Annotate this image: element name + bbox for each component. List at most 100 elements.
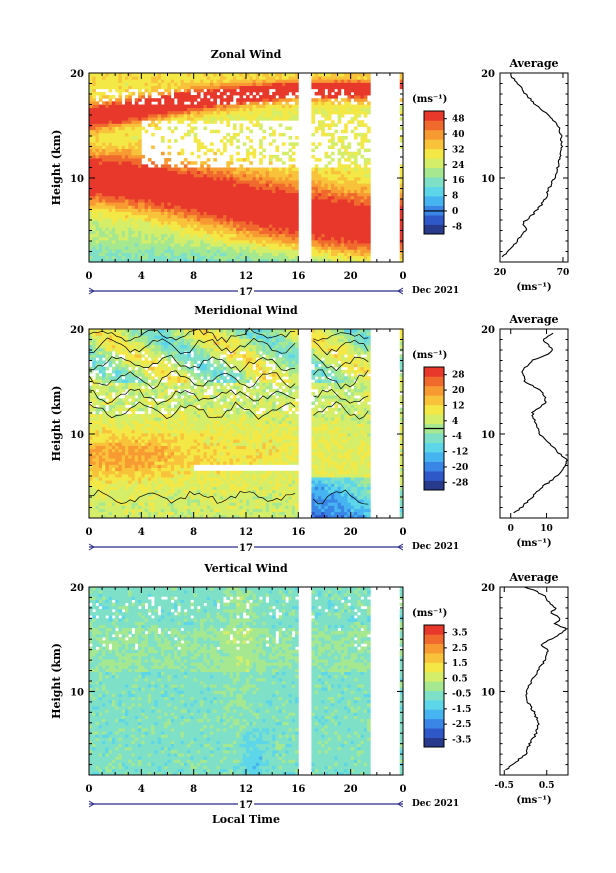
- heatmap-cell: [344, 236, 348, 241]
- heatmap-cell: [98, 357, 103, 361]
- heatmap-cell: [138, 107, 142, 112]
- heatmap-cell: [262, 246, 267, 250]
- heatmap-cell: [124, 445, 129, 450]
- heatmap-cell: [118, 514, 123, 519]
- heatmap-cell: [278, 246, 283, 250]
- heatmap-cell: [311, 230, 316, 235]
- heatmap-cell: [151, 239, 155, 244]
- heatmap-cell: [177, 224, 181, 228]
- heatmap-cell: [347, 85, 352, 90]
- heatmap-cell: [213, 167, 217, 172]
- heatmap-cell: [360, 255, 365, 260]
- heatmap-cell: [357, 233, 361, 238]
- heatmap-cell: [180, 104, 185, 109]
- heatmap-cell: [281, 217, 286, 222]
- heatmap-cell: [363, 192, 368, 197]
- heatmap-cell: [216, 82, 221, 86]
- heatmap-cell: [295, 113, 299, 118]
- heatmap-cell: [249, 255, 253, 260]
- heatmap-cell: [128, 495, 132, 500]
- heatmap-cell: [331, 73, 335, 77]
- heatmap-cell: [213, 98, 217, 102]
- heatmap-cell: [295, 88, 299, 93]
- heatmap-cell: [252, 221, 257, 225]
- heatmap-cell: [95, 467, 100, 472]
- heatmap-cell: [180, 76, 185, 80]
- heatmap-cell: [275, 110, 280, 115]
- heatmap-cell: [111, 211, 116, 216]
- heatmap-cell: [363, 183, 368, 187]
- heatmap-cell: [353, 107, 358, 112]
- heatmap-cell: [288, 255, 293, 260]
- heatmap-cell: [170, 199, 175, 203]
- heatmap-cell: [128, 98, 132, 102]
- heatmap-cell: [321, 192, 325, 197]
- heatmap-cell: [291, 170, 296, 175]
- heatmap-cell: [89, 354, 93, 358]
- heatmap-cell: [111, 426, 116, 431]
- heatmap-cell: [344, 136, 348, 140]
- heatmap-cell: [134, 73, 139, 77]
- heatmap-cell: [236, 151, 240, 156]
- heatmap-cell: [259, 249, 263, 253]
- heatmap-cell: [314, 173, 319, 178]
- heatmap-cell: [102, 464, 106, 468]
- heatmap-cell: [115, 132, 119, 137]
- heatmap-cell: [216, 236, 221, 241]
- heatmap-cell: [124, 432, 129, 437]
- heatmap-cell: [268, 142, 273, 146]
- heatmap-cell: [170, 258, 175, 263]
- heatmap-cell: [314, 167, 319, 172]
- heatmap-cell: [174, 255, 178, 260]
- heatmap-cell: [187, 85, 191, 90]
- heatmap-cell: [334, 91, 338, 96]
- heatmap-cell: [164, 76, 168, 80]
- heatmap-cell: [196, 252, 201, 257]
- heatmap-cell: [399, 136, 404, 140]
- heatmap-cell: [95, 426, 100, 431]
- heatmap-cell: [295, 199, 299, 203]
- heatmap-cell: [193, 82, 198, 86]
- heatmap-cell: [363, 224, 368, 228]
- heatmap-cell: [108, 148, 113, 153]
- heatmap-cell: [131, 164, 136, 168]
- heatmap-cell: [246, 88, 250, 93]
- heatmap-cell: [229, 73, 234, 77]
- heatmap-cell: [206, 221, 211, 225]
- heatmap-cell: [138, 164, 142, 168]
- heatmap-cell: [311, 117, 316, 121]
- heatmap-cell: [324, 252, 329, 257]
- heatmap-cell: [219, 221, 224, 225]
- heatmap-cell: [321, 214, 325, 219]
- heatmap-cell: [95, 379, 100, 383]
- heatmap-cell: [246, 214, 250, 219]
- heatmap-cell: [134, 173, 139, 178]
- heatmap-cell: [337, 136, 342, 140]
- heatmap-cell: [285, 101, 289, 105]
- heatmap-cell: [275, 205, 280, 209]
- heatmap-cell: [138, 104, 142, 109]
- heatmap-cell: [118, 258, 123, 263]
- heatmap-cell: [236, 199, 240, 203]
- heatmap-cell: [118, 186, 123, 190]
- heatmap-cell: [115, 426, 119, 431]
- heatmap-cell: [190, 167, 195, 172]
- heatmap-cell: [118, 499, 123, 503]
- heatmap-cell: [203, 243, 208, 247]
- heatmap-cell: [213, 221, 217, 225]
- heatmap-cell: [180, 91, 185, 96]
- heatmap-cell: [203, 202, 208, 206]
- heatmap-cell: [118, 139, 123, 143]
- heatmap-cell: [131, 239, 136, 244]
- heatmap-cell: [252, 154, 257, 159]
- x-tick-label: 0: [86, 271, 93, 282]
- heatmap-cell: [268, 176, 273, 181]
- heatmap-cell: [334, 208, 338, 212]
- heatmap-cell: [105, 354, 110, 358]
- heatmap-cell: [196, 249, 201, 253]
- heatmap-cell: [121, 136, 126, 140]
- heatmap-cell: [226, 211, 231, 216]
- heatmap-cell: [193, 136, 198, 140]
- heatmap-cell: [347, 239, 352, 244]
- heatmap-cell: [337, 192, 342, 197]
